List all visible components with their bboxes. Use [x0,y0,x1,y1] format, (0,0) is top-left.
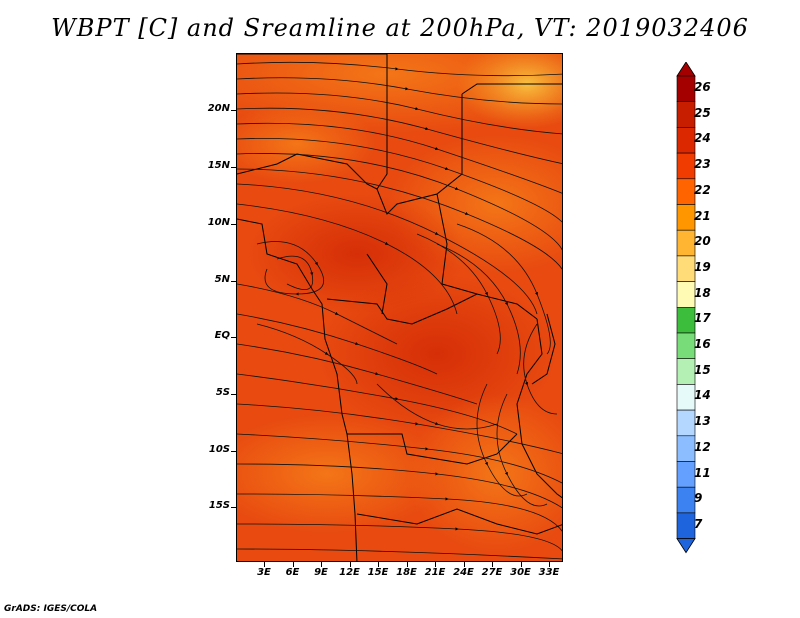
longitude-tick [321,562,322,567]
longitude-label: 3E [257,567,271,578]
latitude-label: EQ [214,330,230,341]
chart-title: WBPT [C] and Sreamline at 200hPa, VT: 20… [51,14,749,42]
longitude-tick [378,562,379,567]
colorbar-segment [676,435,696,462]
colorbar-label: 9 [694,491,703,506]
streamlines [237,61,562,560]
longitude-tick [292,562,294,567]
colorbar-label: 23 [694,157,711,172]
colorbar-segment [676,178,696,205]
colorbar-segment [676,332,696,360]
wbpt-warm-region [407,394,562,554]
colorbar [676,62,696,554]
longitude-label: 24E [453,567,474,578]
longitude-label: 33E [538,567,560,578]
colorbar-segment [676,409,696,437]
colorbar-segment [676,281,696,308]
latitude-label: 15S [208,500,230,511]
wbpt-cool-region [457,54,562,129]
colorbar-label: 22 [694,182,711,197]
longitude-label: 30E [510,567,531,578]
latitude-label: 5N [214,274,230,285]
triangle-up-icon [676,62,696,77]
longitude-tick [349,562,351,567]
colorbar-segment [676,204,696,231]
colorbar-segment [676,461,696,488]
colorbar-label: 17 [694,311,711,326]
longitude-tick [406,562,408,567]
colorbar-label: 19 [694,259,711,274]
colorbar-label: 12 [694,439,711,454]
colorbar-legend: 26 25 24 23 22 21 20 19 18 17 16 15 14 13 12 11 9 7 [676,62,776,562]
colorbar-label: 16 [694,337,711,351]
longitude-label: 15E [367,567,389,578]
colorbar-label: 7 [694,516,703,531]
colorbar-segment [676,152,696,180]
colorbar-segment [676,512,696,539]
longitude-label: 18E [396,567,417,578]
longitude-label: 9E [314,567,328,578]
longitude-tick [435,562,436,567]
wbpt-warm-region [237,104,377,184]
colorbar-segment [676,486,696,514]
colorbar-label: 11 [694,465,711,480]
map-canvas [237,54,562,561]
coastlines-borders [237,54,562,561]
map-panel[interactable] [236,53,563,562]
latitude-tick [231,451,236,452]
longitude-label: 12E [339,567,360,578]
colorbar-segment [676,127,696,154]
longitude-label: 27E [481,567,503,578]
longitude-tick [549,562,550,567]
latitude-label: 20N [207,103,230,114]
longitude-tick [463,562,465,567]
colorbar-label: 26 [694,80,711,94]
latitude-label: 10S [208,444,230,455]
colorbar-label: 13 [694,414,711,429]
grads-credit: GrADS: IGES/COLA [4,604,98,614]
colorbar-label: 14 [694,388,711,403]
latitude-tick [231,167,236,168]
latitude-tick [231,394,236,395]
colorbar-segment [676,101,696,128]
colorbar-segment [676,384,696,411]
wbpt-warm-region [237,414,447,534]
colorbar-label: 21 [694,208,711,223]
longitude-tick [492,562,493,567]
colorbar-segment [676,307,696,334]
latitude-tick [231,110,236,111]
latitude-label: 5S [215,387,230,398]
colorbar-label: 18 [694,285,711,300]
colorbar-segment [676,75,696,103]
colorbar-segment [676,229,696,257]
colorbar-segment [676,255,696,282]
triangle-down-icon [676,538,696,554]
longitude-label: 21E [424,567,446,578]
longitude-label: 6E [285,567,300,578]
colorbar-segment [676,358,696,385]
colorbar-label: 25 [694,105,711,120]
latitude-tick [231,507,236,508]
latitude-label: 15N [207,160,230,171]
longitude-tick [264,562,265,567]
latitude-tick [231,337,236,338]
longitude-tick [520,562,522,567]
colorbar-label: 24 [694,131,711,146]
latitude-tick [231,224,236,225]
latitude-label: 10N [207,217,230,228]
colorbar-label: 15 [694,362,711,377]
colorbar-label: 20 [694,234,711,249]
latitude-tick [231,281,236,282]
